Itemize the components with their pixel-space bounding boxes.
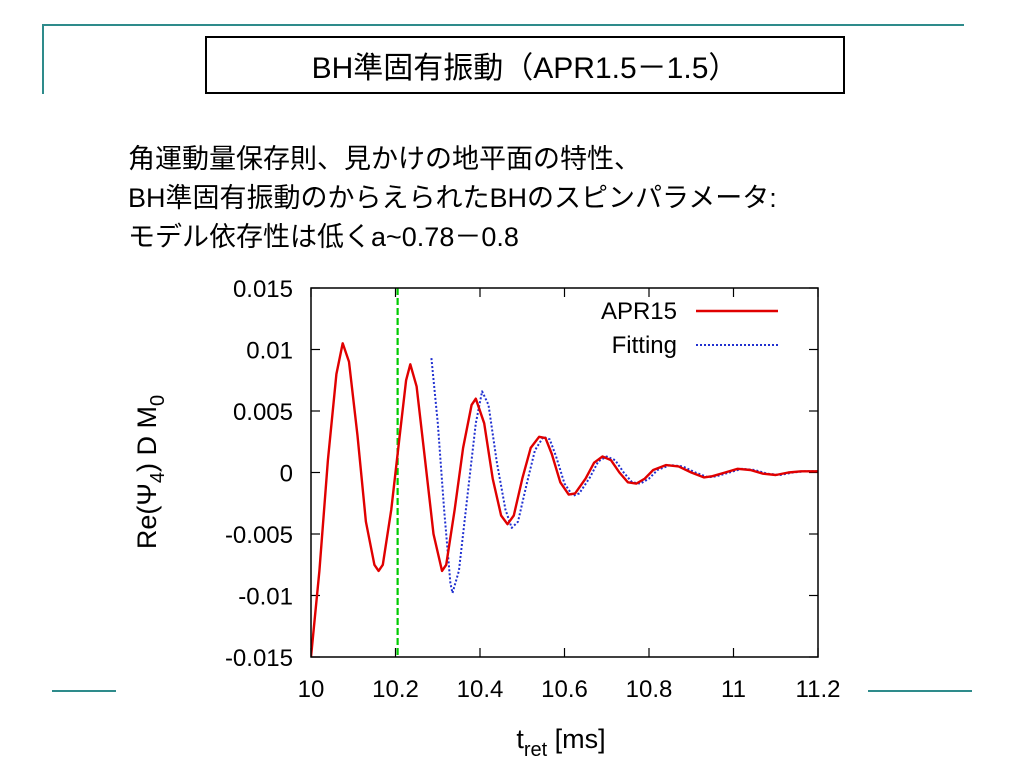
body-line: モデル依存性は低くa~0.78－0.8 [128,222,519,252]
legend-label-fitting: Fitting [612,332,677,359]
plot-frame [310,287,819,658]
y-tick-label: -0.005 [225,522,293,549]
x-tick-label: 11 [721,676,746,703]
x-axis-title: tret [ms] [516,724,605,761]
x-axis-title-main: t [516,724,524,754]
tick-labels: 10 10.2 10.4 10.6 10.8 11 11.2 0.015 0.01 0.005 0 -… [225,276,841,703]
x-axis-title-unit: [ms] [547,724,606,754]
legend-label-apr15: APR15 [601,298,677,325]
axis-ticks [310,287,819,658]
x-tick-label: 10.6 [541,676,588,703]
x-tick-label: 10.4 [457,676,504,703]
x-tick-label: 11.2 [796,676,841,703]
x-tick-label: 10.8 [626,676,673,703]
body-line: 角運動量保存則、見かけの地平面の特性、 [128,144,641,174]
frame-line-top [42,24,964,26]
x-axis-title-sub: ret [524,739,548,761]
y-tick-label: -0.01 [238,584,293,611]
frame-line-bottom-right [868,690,972,692]
frame-line-bottom-left [52,690,116,692]
y-axis-title-mid: ) D M [132,406,162,472]
x-tick-label: 10 [298,676,325,703]
series-line-apr15 [311,342,818,657]
x-tick-label: 10.2 [372,676,419,703]
slide-title: BH準固有振動（APR1.5－1.5） [205,36,845,94]
series-line-fitting [430,358,818,594]
y-tick-label: 0.015 [233,276,293,303]
y-tick-label: 0.005 [233,399,293,426]
y-tick-label: -0.015 [225,645,293,672]
y-axis-title: Re(Ψ4) D M0 [132,395,169,549]
slide-body: 角運動量保存則、見かけの地平面の特性、 BH準固有振動のからえられたBHのスピン… [128,140,777,257]
y-axis-title-sub0: 0 [147,395,169,406]
slide-title-text: BH準固有振動（APR1.5－1.5） [311,52,739,85]
y-axis-title-pre: Re(Ψ [132,483,162,549]
body-line: BH準固有振動のからえられたBHのスピンパラメータ: [128,183,777,213]
y-tick-label: 0.01 [246,338,293,365]
y-axis-title-sub4: 4 [147,472,169,483]
frame-line-left [42,24,44,94]
series-layer [311,288,818,657]
y-tick-label: 0 [280,461,293,488]
legend: APR15 Fitting [601,298,778,359]
